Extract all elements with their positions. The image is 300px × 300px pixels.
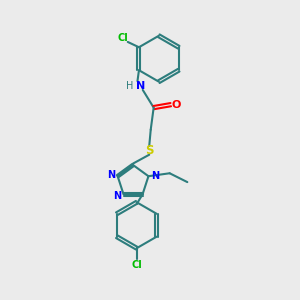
Text: Cl: Cl: [131, 260, 142, 270]
Text: Cl: Cl: [118, 32, 129, 43]
Text: N: N: [136, 81, 145, 92]
Text: O: O: [172, 100, 181, 110]
Text: N: N: [151, 171, 159, 181]
Text: H: H: [125, 81, 133, 92]
Text: N: N: [113, 191, 121, 201]
Text: N: N: [107, 170, 115, 180]
Text: S: S: [145, 144, 154, 157]
